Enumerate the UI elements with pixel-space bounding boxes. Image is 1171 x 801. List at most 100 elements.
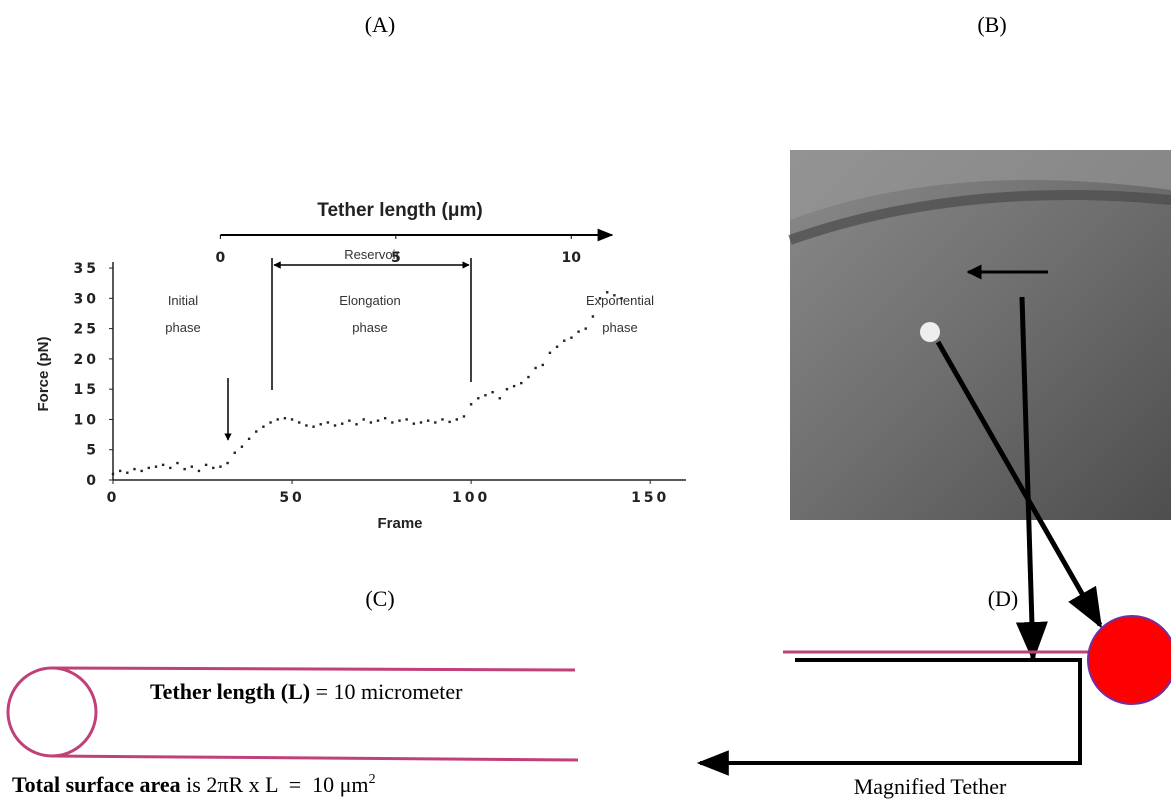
label: Tether length (L) — [150, 679, 310, 704]
point — [606, 291, 609, 294]
point — [620, 297, 623, 300]
point — [412, 422, 416, 425]
annotation: Elongation — [339, 293, 400, 308]
point — [169, 466, 172, 470]
point — [355, 423, 358, 426]
point — [491, 390, 494, 394]
annotation: phase — [602, 320, 637, 335]
y-tick-label: 15 — [74, 382, 99, 398]
point — [520, 381, 523, 385]
annotation: Reservoir — [344, 247, 400, 262]
point — [376, 419, 380, 422]
point — [448, 420, 451, 424]
point — [584, 327, 587, 330]
point — [111, 472, 115, 476]
value: is 2πR x L = 10 μm — [181, 772, 369, 797]
panel-label: (C) — [365, 586, 394, 611]
x-axis-title: Frame — [377, 515, 422, 532]
point — [290, 418, 294, 421]
point — [212, 466, 215, 470]
point — [226, 461, 229, 465]
point — [204, 463, 208, 467]
tether-diagram — [6, 666, 579, 762]
micrograph — [788, 150, 1171, 520]
point — [176, 461, 179, 465]
point — [383, 417, 387, 420]
panel-label: (A) — [365, 12, 396, 37]
point — [262, 425, 265, 428]
label: Total surface area — [12, 772, 181, 797]
point — [326, 421, 330, 424]
point — [219, 465, 222, 468]
point — [118, 469, 122, 473]
caption: Magnified Tether — [854, 774, 1007, 799]
y-tick-label: 30 — [74, 291, 99, 307]
y-tick-label: 10 — [74, 412, 99, 428]
point — [527, 375, 530, 379]
point — [183, 467, 186, 471]
x-tick-label: 50 — [279, 490, 304, 506]
point — [255, 430, 258, 433]
point — [298, 421, 301, 424]
pointer-arrow — [935, 340, 1103, 629]
point — [319, 423, 322, 426]
annotation: Exponential — [586, 293, 654, 308]
point — [441, 418, 444, 421]
point — [613, 294, 616, 297]
point — [140, 469, 143, 473]
point — [534, 366, 537, 370]
point — [247, 437, 251, 441]
panel-label: (B) — [977, 12, 1006, 37]
point — [548, 351, 552, 355]
point — [348, 419, 351, 422]
value: = 10 micrometer — [310, 679, 463, 704]
point — [333, 424, 337, 427]
point — [577, 330, 580, 333]
point — [563, 339, 566, 342]
pointer-arrow — [1015, 296, 1048, 662]
point — [426, 419, 430, 422]
point — [484, 394, 487, 397]
y-tick-label: 5 — [86, 443, 99, 459]
point — [434, 421, 437, 424]
point — [190, 465, 193, 468]
point — [147, 466, 151, 470]
annotation: Initial — [168, 293, 198, 308]
point — [555, 345, 559, 348]
point — [591, 315, 595, 318]
point — [161, 463, 165, 467]
point — [312, 425, 315, 428]
point — [462, 415, 466, 418]
point — [240, 445, 244, 448]
point — [505, 387, 509, 391]
point — [455, 418, 458, 421]
point — [305, 424, 308, 427]
point — [197, 469, 201, 473]
surface-area: Total surface area is 2πR x L = 10 μm2 — [12, 772, 376, 797]
x-tick-label: 100 — [452, 490, 490, 506]
point — [477, 397, 480, 400]
point — [398, 419, 401, 422]
y-axis-title: Force (pN) — [35, 336, 52, 411]
annotation: phase — [352, 320, 387, 335]
reservoir-bracket — [224, 258, 472, 441]
point — [341, 422, 344, 425]
point — [419, 421, 423, 424]
point — [283, 417, 287, 420]
point — [405, 418, 408, 421]
point — [369, 421, 373, 424]
point — [598, 297, 602, 300]
magnified-tether — [696, 615, 1171, 776]
x2-tick-label: 5 — [391, 250, 401, 266]
y-tick-label: 25 — [74, 322, 99, 338]
x2-tick-label: 0 — [215, 250, 225, 266]
point — [154, 465, 158, 468]
point — [498, 397, 501, 400]
point — [512, 384, 516, 388]
exponent: 2 — [369, 772, 376, 787]
point — [276, 418, 279, 421]
y-tick-label: 0 — [86, 473, 99, 489]
point — [233, 451, 236, 454]
y-tick-label: 35 — [74, 261, 99, 277]
